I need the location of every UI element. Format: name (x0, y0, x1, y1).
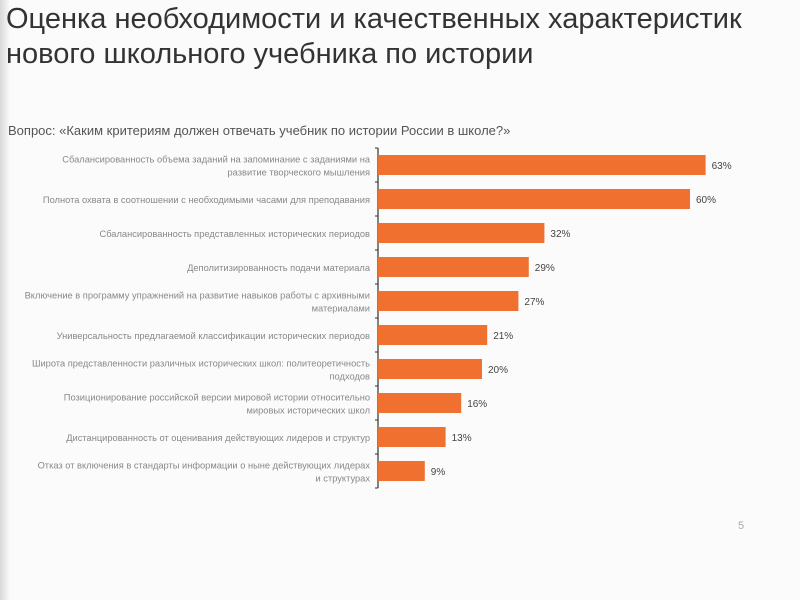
category-label: подходов (330, 372, 371, 382)
slide-edge (0, 0, 10, 600)
data-label: 27% (524, 297, 544, 308)
data-label: 60% (696, 195, 716, 206)
category-label: Широта представленности различных истори… (32, 359, 370, 369)
chart-question: Вопрос: «Каким критериям должен отвечать… (8, 123, 511, 138)
data-label: 16% (467, 399, 487, 410)
category-label: Сбалансированность объема заданий на зап… (62, 155, 371, 165)
category-label: Деполитизированность подачи материала (187, 263, 371, 273)
bar (378, 393, 462, 413)
category-label: Включение в программу упражнений на разв… (25, 291, 370, 301)
bar (378, 257, 529, 277)
bar (378, 359, 482, 379)
page-number: 5 (738, 520, 745, 532)
category-label: Сбалансированность представленных истори… (99, 229, 370, 239)
bar (378, 291, 519, 311)
category-label: мировых исторических школ (247, 406, 370, 416)
bar (378, 189, 690, 209)
category-label: материалами (312, 304, 370, 314)
category-label: Отказ от включения в стандарты информаци… (38, 461, 371, 471)
data-label: 9% (431, 467, 446, 478)
category-label: и структурах (316, 474, 371, 484)
category-label: Позиционирование российской версии миров… (64, 393, 370, 403)
data-label: 32% (550, 229, 570, 240)
category-label: Универсальность предлагаемой классификац… (57, 331, 370, 341)
data-label: 29% (535, 263, 555, 274)
slide-title: Оценка необходимости и качественных хара… (6, 3, 742, 70)
bar (378, 155, 706, 175)
data-label: 13% (452, 433, 472, 444)
data-label: 63% (712, 161, 732, 172)
bar (378, 325, 488, 345)
category-label: развитие творческого мышления (228, 168, 371, 178)
category-label: Дистанцированность от оценивания действу… (66, 433, 370, 443)
bar (378, 427, 446, 447)
data-label: 21% (493, 331, 513, 342)
bar (378, 223, 545, 243)
category-label: Полнота охвата в соотношении с необходим… (43, 195, 370, 205)
bar (378, 461, 425, 481)
data-label: 20% (488, 365, 508, 376)
